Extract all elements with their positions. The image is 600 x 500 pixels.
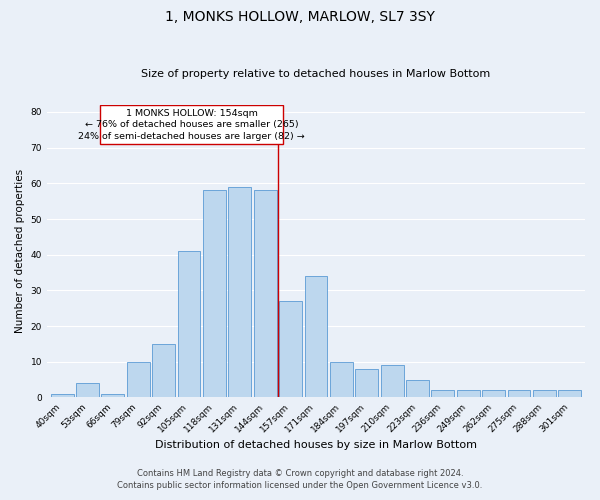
Bar xyxy=(380,366,404,398)
Bar xyxy=(101,394,124,398)
Bar xyxy=(229,187,251,398)
Text: Contains HM Land Registry data © Crown copyright and database right 2024.
Contai: Contains HM Land Registry data © Crown c… xyxy=(118,468,482,490)
Text: ← 76% of detached houses are smaller (265): ← 76% of detached houses are smaller (26… xyxy=(85,120,298,130)
Y-axis label: Number of detached properties: Number of detached properties xyxy=(15,169,25,333)
Bar xyxy=(330,362,353,398)
FancyBboxPatch shape xyxy=(100,105,283,144)
Title: Size of property relative to detached houses in Marlow Bottom: Size of property relative to detached ho… xyxy=(142,69,491,79)
Bar xyxy=(482,390,505,398)
Bar xyxy=(203,190,226,398)
Text: 1 MONKS HOLLOW: 154sqm: 1 MONKS HOLLOW: 154sqm xyxy=(125,109,257,118)
Bar xyxy=(279,301,302,398)
Text: 24% of semi-detached houses are larger (82) →: 24% of semi-detached houses are larger (… xyxy=(78,132,305,140)
Text: 1, MONKS HOLLOW, MARLOW, SL7 3SY: 1, MONKS HOLLOW, MARLOW, SL7 3SY xyxy=(165,10,435,24)
Bar xyxy=(431,390,454,398)
Bar xyxy=(254,190,277,398)
Bar xyxy=(533,390,556,398)
Bar xyxy=(406,380,429,398)
Bar xyxy=(559,390,581,398)
Bar xyxy=(76,383,99,398)
Bar xyxy=(355,369,378,398)
X-axis label: Distribution of detached houses by size in Marlow Bottom: Distribution of detached houses by size … xyxy=(155,440,477,450)
Bar xyxy=(127,362,150,398)
Bar xyxy=(457,390,479,398)
Bar xyxy=(51,394,74,398)
Bar xyxy=(305,276,328,398)
Bar xyxy=(178,251,200,398)
Bar xyxy=(508,390,530,398)
Bar xyxy=(152,344,175,398)
